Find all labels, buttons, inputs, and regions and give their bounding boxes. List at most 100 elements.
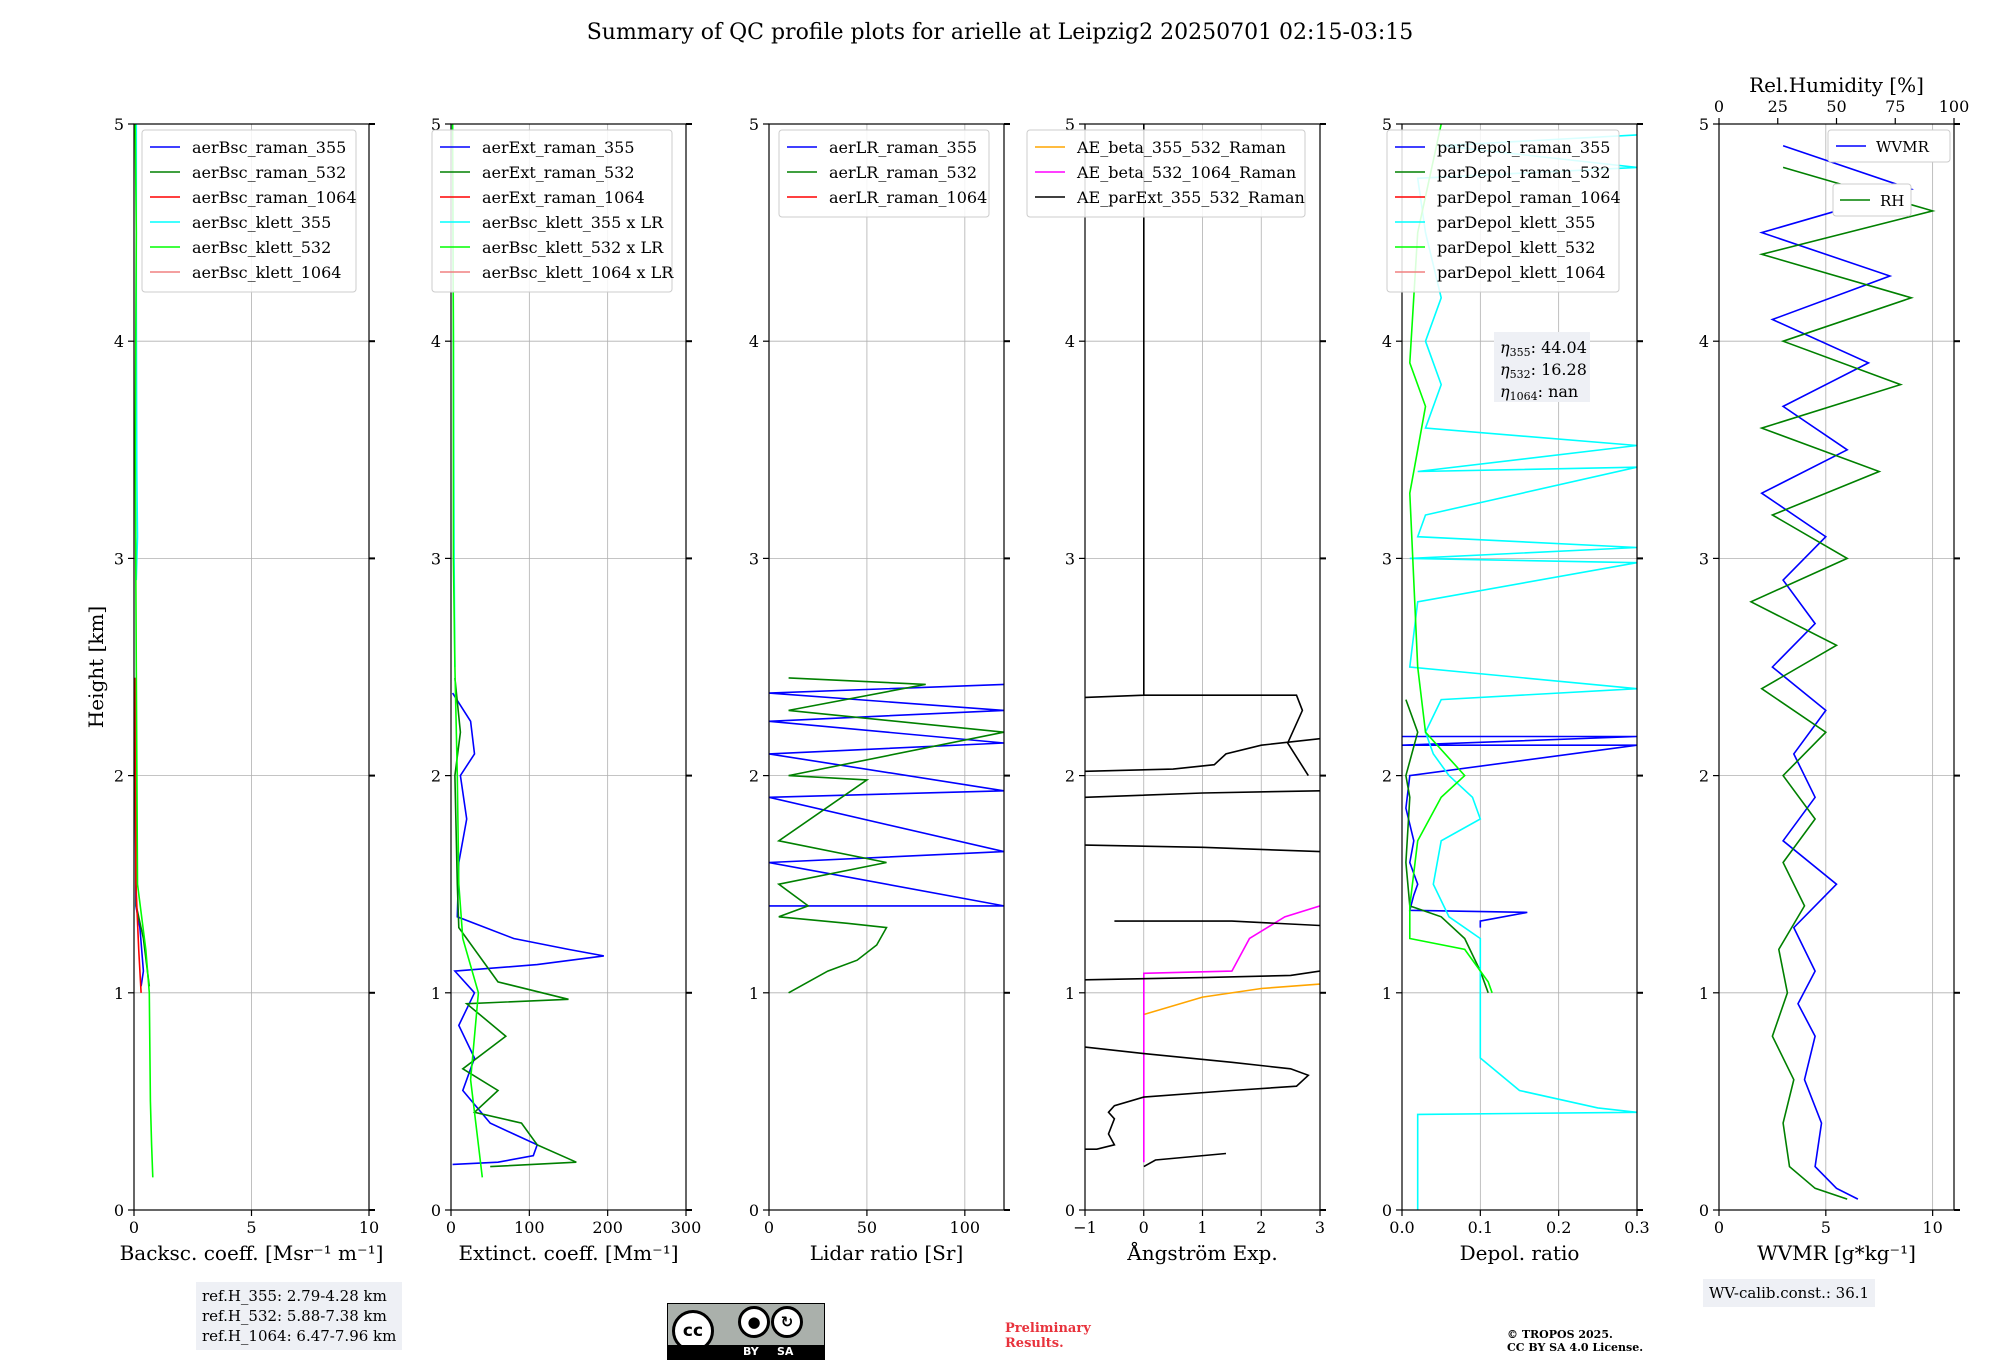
x-tick-label: 5 xyxy=(1821,1218,1831,1237)
reference-height-box: ref.H_355: 2.79-4.28 km ref.H_532: 5.88-… xyxy=(196,1282,403,1350)
preliminary-note: Preliminary Results. xyxy=(1005,1321,1091,1351)
series-line-segment-3 xyxy=(1085,737,1320,773)
y-tick-label: 2 xyxy=(1699,767,1709,786)
refh-355: ref.H_355: 2.79-4.28 km xyxy=(202,1287,387,1305)
eta-355: η355: 44.04 xyxy=(1500,338,1587,359)
x-tick-label: 0.2 xyxy=(1546,1218,1571,1237)
eta-value: : 16.28 xyxy=(1531,360,1587,379)
x-tick-label: 10 xyxy=(1922,1218,1942,1237)
refh-1064: ref.H_1064: 6.47-7.96 km xyxy=(202,1327,397,1345)
y-tick-label: 0 xyxy=(1065,1201,1075,1220)
legend-label: aerBsc_klett_532 x LR xyxy=(482,238,664,257)
legend-label: aerBsc_raman_532 xyxy=(192,163,346,182)
x-tick-label: 0 xyxy=(1714,1218,1724,1237)
legend: aerLR_raman_355 aerLR_raman_532 aerLR_rama… xyxy=(778,129,990,218)
x2-tick-label: 25 xyxy=(1768,97,1788,116)
x-tick-label: −1 xyxy=(1073,1218,1097,1237)
legend-label: aerBsc_raman_1064 xyxy=(192,188,357,207)
legend-box xyxy=(1026,129,1306,218)
y-tick-label: 4 xyxy=(114,332,124,351)
panel-5: 0 1 2 3 4 5 0.0 0.1 0.2 0.3 Depol. ratio parDepol_r… xyxy=(1382,115,1650,1265)
legend: AE_beta_355_532_Raman AE_beta_532_1064_Ra… xyxy=(1026,129,1306,218)
legend-label: parDepol_raman_1064 xyxy=(1437,188,1621,207)
legend: parDepol_raman_355 parDepol_raman_532 parD… xyxy=(1386,129,1621,293)
legend-box xyxy=(778,129,990,218)
copyright-line1: © TROPOS 2025. xyxy=(1507,1328,1613,1341)
series-line-AE_beta_532_1064_Raman xyxy=(1143,905,1320,1163)
series-line-aerBsc_klett_532 xyxy=(134,124,154,1178)
y-tick-label: 5 xyxy=(749,115,759,134)
x-tick-label: 100 xyxy=(950,1218,981,1237)
eta-symbol: η xyxy=(1500,338,1510,357)
x-axis-label: Ångström Exp. xyxy=(1126,1240,1277,1265)
legend: aerBsc_raman_355 aerBsc_raman_532 aerBsc_r… xyxy=(141,129,357,293)
series-line-parDepol_klett_532 xyxy=(1408,124,1493,994)
x-tick-label: 5 xyxy=(246,1218,256,1237)
axes-frame xyxy=(768,123,1005,1211)
y-tick-label: 3 xyxy=(431,549,441,568)
series-line-RH xyxy=(1749,166,1936,1200)
x2-tick-label: 0 xyxy=(1714,97,1724,116)
x-axis-label: Depol. ratio xyxy=(1460,1241,1580,1265)
series-line-aerExt_raman_355 xyxy=(451,692,604,1166)
cc-badge-strip xyxy=(668,1345,824,1359)
series-line-segment-6 xyxy=(1114,920,1320,927)
eta-box-bg xyxy=(1494,332,1590,402)
y-tick-label: 3 xyxy=(1065,549,1075,568)
legend-label: parDepol_klett_1064 xyxy=(1437,263,1606,282)
x-tick-label: 100 xyxy=(514,1218,545,1237)
panel-2: 0 1 2 3 4 5 0 100 200 300 Extinct. coeff. [Mm⁻¹] ae… xyxy=(431,115,701,1265)
y-tick-label: 2 xyxy=(1065,767,1075,786)
y-tick-label: 5 xyxy=(431,115,441,134)
y-tick-label: 1 xyxy=(749,984,759,1003)
preliminary-line2: Results. xyxy=(1005,1336,1064,1351)
copyright-note: © TROPOS 2025. CC BY SA 4.0 License. xyxy=(1507,1328,1643,1354)
legend-label: aerBsc_klett_1064 xyxy=(192,263,341,282)
legend-label: AE_parExt_355_532_Raman xyxy=(1076,188,1305,207)
x-tick-label: 0 xyxy=(129,1218,139,1237)
x-tick-label: 0 xyxy=(764,1218,774,1237)
y-tick-label: 3 xyxy=(1699,549,1709,568)
y-tick-label: 4 xyxy=(1065,332,1075,351)
x-axis-label: WVMR [g*kg⁻¹] xyxy=(1757,1241,1916,1265)
x-axis-label: Lidar ratio [Sr] xyxy=(810,1241,964,1265)
y-tick-label: 4 xyxy=(431,332,441,351)
y-tick-label: 4 xyxy=(1699,332,1709,351)
y-tick-label: 5 xyxy=(1699,115,1709,134)
series-line-parDepol_raman_355 xyxy=(1402,735,1637,928)
series-line-aerBsc_klett_532 x LR xyxy=(451,124,484,1178)
copyright-line2: CC BY SA 4.0 License. xyxy=(1507,1341,1644,1354)
series-line-segment-8 xyxy=(1085,1046,1310,1150)
x-tick-label: 2 xyxy=(1256,1218,1266,1237)
axes-frame xyxy=(450,123,687,1211)
legend-label: aerLR_raman_355 xyxy=(829,138,977,157)
preliminary-line1: Preliminary xyxy=(1005,1321,1091,1336)
eta-symbol: η xyxy=(1500,382,1510,401)
series-line-aerExt_raman_532 xyxy=(454,677,577,1168)
figure-title: Summary of QC profile plots for arielle … xyxy=(586,20,1414,45)
y-tick-label: 1 xyxy=(114,984,124,1003)
x-tick-label: 300 xyxy=(671,1218,702,1237)
legend-label: AE_beta_532_1064_Raman xyxy=(1076,163,1296,182)
x-tick-label: 0.3 xyxy=(1624,1218,1649,1237)
legend-label: AE_beta_355_532_Raman xyxy=(1076,138,1286,157)
y-tick-label: 1 xyxy=(1382,984,1392,1003)
eta-532: η532: 16.28 xyxy=(1500,360,1587,381)
y-tick-label: 2 xyxy=(431,767,441,786)
legend-label: aerBsc_klett_355 xyxy=(192,213,331,232)
y-tick-label: 2 xyxy=(749,767,759,786)
x-axis-label: Extinct. coeff. [Mm⁻¹] xyxy=(458,1241,678,1265)
x-tick-label: 0 xyxy=(1139,1218,1149,1237)
legend-label: WVMR xyxy=(1876,138,1930,156)
legend-label: RH xyxy=(1880,192,1904,210)
eta-1064: η1064: nan xyxy=(1500,382,1578,403)
legend-label: aerBsc_klett_532 xyxy=(192,238,331,257)
y-tick-label: 3 xyxy=(1382,549,1392,568)
eta-value: : 44.04 xyxy=(1531,338,1587,357)
panel-1: 0 1 2 3 4 5 0 5 10 Backsc. coeff. [Msr⁻¹ m⁻¹] aerB… xyxy=(114,115,384,1265)
y-tick-label: 0 xyxy=(114,1201,124,1220)
eta-subscript: 532 xyxy=(1510,368,1531,381)
series-line-AE_parExt_355_532_Raman xyxy=(1085,124,1309,777)
